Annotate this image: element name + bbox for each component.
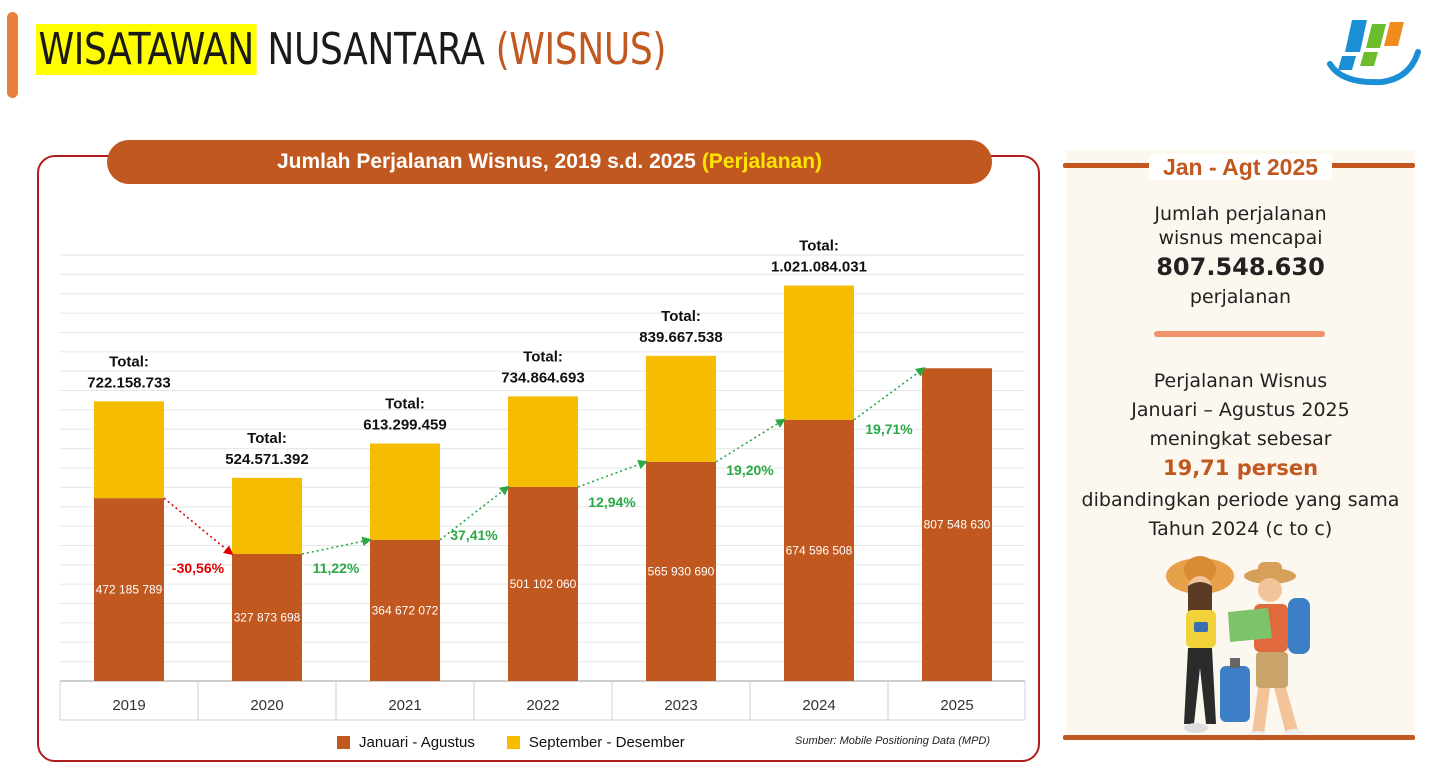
bps-logo-icon: [1327, 20, 1421, 86]
side-unit: perjalanan: [1189, 286, 1292, 308]
growth-arrow: [577, 459, 648, 488]
title-abbrev: (WISNUS): [495, 24, 667, 75]
side-panel: [1066, 150, 1415, 740]
bar-jan-aug-2023: [646, 461, 716, 681]
legend-swatch: [506, 736, 520, 749]
value-label-2024: 674 596 508: [786, 543, 853, 557]
growth-label: 37,41%: [450, 527, 498, 543]
side-p5: Tahun 2024 (c to c): [1148, 518, 1333, 540]
bar-jan-aug-2022: [508, 486, 578, 681]
chart-title: Jumlah Perjalanan Wisnus, 2019 s.d. 2025…: [107, 140, 992, 184]
x-tick-label-2021: 2021: [388, 697, 421, 714]
total-prefix-2022: Total:: [523, 348, 563, 365]
bar-jan-aug-2024: [784, 419, 854, 681]
side-divider: [1154, 331, 1325, 337]
total-prefix-2020: Total:: [247, 430, 287, 447]
value-label-2020: 327 873 698: [234, 611, 301, 625]
total-label-2023: 839.667.538: [639, 329, 722, 346]
chart-legend: Januari - Agustus September - Desember: [337, 734, 717, 751]
legend-item-sep-dec: September - Desember: [506, 734, 685, 751]
growth-label: 12,94%: [588, 494, 636, 510]
bar-sep-dec-2019: [94, 401, 164, 499]
x-tick-label-2023: 2023: [664, 697, 697, 714]
bar-sep-dec-2021: [370, 443, 440, 540]
side-p4: dibandingkan periode yang sama: [1081, 489, 1400, 511]
total-prefix-2024: Total:: [799, 238, 839, 255]
total-prefix-2023: Total:: [661, 308, 701, 325]
side-value: 807.548.630: [1156, 253, 1325, 281]
x-tick-label-2025: 2025: [940, 697, 973, 714]
side-highlight: 19,71 persen: [1162, 456, 1319, 480]
legend-label: September - Desember: [528, 734, 685, 751]
growth-label: 11,22%: [313, 560, 360, 576]
value-label-2025: 807 548 630: [924, 518, 991, 532]
total-label-2022: 734.864.693: [501, 369, 584, 386]
growth-arrow: [301, 536, 372, 555]
title-highlight: WISATAWAN: [36, 24, 257, 75]
growth-arrow: [853, 367, 926, 421]
side-period: Jan - Agt 2025: [1066, 154, 1415, 181]
growth-arrow: [439, 485, 510, 541]
value-label-2022: 501 102 060: [510, 577, 577, 591]
side-line2: wisnus mencapai: [1158, 227, 1323, 249]
travelers-illustration: [1166, 556, 1310, 741]
total-label-2024: 1.021.084.031: [771, 259, 867, 276]
total-label-2021: 613.299.459: [363, 416, 446, 433]
side-bottom-line: [1063, 735, 1415, 740]
growth-arrow: [715, 418, 786, 463]
x-tick-label-2020: 2020: [250, 697, 283, 714]
side-p1: Perjalanan Wisnus: [1153, 370, 1328, 392]
chart-source: Sumber: Mobile Positioning Data (MPD): [795, 735, 991, 747]
legend-swatch: [337, 736, 350, 749]
bar-jan-aug-2021: [370, 539, 440, 681]
growth-label: 19,20%: [726, 462, 774, 478]
bar-sep-dec-2020: [232, 477, 302, 555]
side-p3: meningkat sebesar: [1149, 428, 1332, 450]
value-label-2021: 364 672 072: [372, 603, 439, 617]
value-label-2019: 472 185 789: [96, 583, 163, 597]
side-p2: Januari – Agustus 2025: [1131, 399, 1350, 421]
bar-jan-aug-2019: [94, 498, 164, 681]
value-label-2023: 565 930 690: [648, 564, 715, 578]
x-tick-label-2019: 2019: [112, 697, 145, 714]
x-tick-label-2024: 2024: [802, 697, 835, 714]
total-label-2019: 722.158.733: [87, 374, 170, 391]
chart-title-main: Jumlah Perjalanan Wisnus, 2019 s.d. 2025: [276, 150, 696, 173]
bar-jan-aug-2025: [922, 368, 992, 681]
bar-sep-dec-2022: [508, 396, 578, 487]
growth-label: 19,71%: [865, 421, 913, 437]
bar-sep-dec-2023: [646, 355, 716, 462]
legend-label: Januari - Agustus: [359, 734, 475, 751]
total-prefix-2019: Total:: [109, 353, 149, 370]
x-tick-label-2022: 2022: [526, 697, 559, 714]
title-main: NUSANTARA: [267, 24, 485, 75]
growth-label: -30,56%: [172, 560, 225, 576]
chart-title-unit: (Perjalanan): [701, 150, 823, 173]
legend-item-jan-aug: Januari - Agustus: [337, 734, 475, 751]
side-line1: Jumlah perjalanan: [1154, 203, 1327, 225]
page-title: WISATAWAN NUSANTARA (WISNUS): [36, 24, 666, 76]
total-label-2020: 524.571.392: [225, 451, 308, 468]
total-prefix-2021: Total:: [385, 395, 425, 412]
bar-jan-aug-2020: [232, 554, 302, 681]
bar-sep-dec-2024: [784, 285, 854, 420]
accent-bar: [7, 12, 18, 98]
side-period-label: Jan - Agt 2025: [1148, 154, 1333, 180]
